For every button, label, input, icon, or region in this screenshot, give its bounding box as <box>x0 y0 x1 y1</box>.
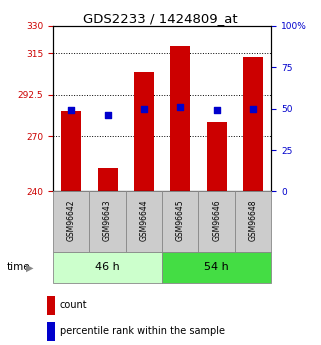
Text: count: count <box>60 300 88 310</box>
Text: GSM96648: GSM96648 <box>248 200 257 241</box>
Text: GSM96642: GSM96642 <box>67 200 76 241</box>
Bar <box>170 46 190 191</box>
Text: 54 h: 54 h <box>204 263 229 272</box>
Point <box>105 112 110 118</box>
Bar <box>53 191 89 252</box>
Point <box>141 106 146 111</box>
Text: GSM96645: GSM96645 <box>176 200 185 241</box>
Text: GSM96646: GSM96646 <box>212 200 221 241</box>
Text: ▶: ▶ <box>26 263 33 272</box>
Bar <box>61 110 81 191</box>
Bar <box>198 191 235 252</box>
Bar <box>162 191 198 252</box>
Bar <box>207 121 227 191</box>
Bar <box>162 252 271 283</box>
Point <box>250 106 256 111</box>
Text: time: time <box>6 263 30 272</box>
Text: GDS2233 / 1424809_at: GDS2233 / 1424809_at <box>83 12 238 25</box>
Bar <box>98 168 117 191</box>
Text: GSM96643: GSM96643 <box>103 200 112 241</box>
Point <box>69 108 74 113</box>
Point <box>178 104 183 110</box>
Bar <box>126 191 162 252</box>
Point <box>214 108 219 113</box>
Text: 46 h: 46 h <box>95 263 120 272</box>
Text: percentile rank within the sample: percentile rank within the sample <box>60 326 225 336</box>
Text: GSM96644: GSM96644 <box>139 200 148 241</box>
Bar <box>53 252 162 283</box>
Bar <box>134 72 154 191</box>
Bar <box>243 57 263 191</box>
Bar <box>235 191 271 252</box>
Bar <box>89 191 126 252</box>
